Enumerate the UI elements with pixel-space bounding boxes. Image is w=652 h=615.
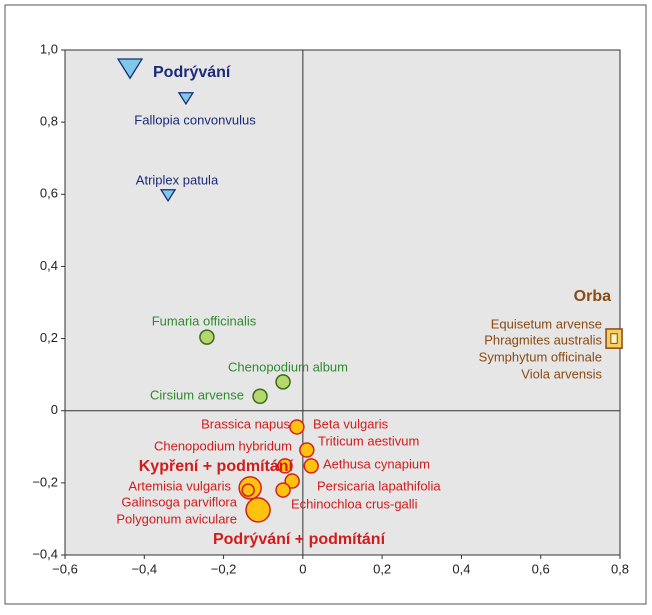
y-tick-label: 0,8 bbox=[40, 114, 58, 129]
y-tick-label: 0 bbox=[51, 402, 58, 417]
point bbox=[177, 92, 195, 106]
point-label: Persicaria lapathifolia bbox=[317, 478, 441, 493]
group-label: Podrývání bbox=[153, 64, 231, 81]
point-inner bbox=[610, 333, 618, 344]
point-label: Chenopodium hybridum bbox=[154, 438, 292, 453]
point-label: Aethusa cynapium bbox=[323, 456, 430, 471]
plot-area bbox=[64, 49, 621, 556]
point bbox=[284, 473, 300, 489]
point bbox=[241, 483, 255, 497]
point-label: Fallopia convonvulus bbox=[134, 112, 256, 127]
x-tick-label: 0,2 bbox=[373, 561, 391, 576]
point-label: Galinsoga parviflora bbox=[121, 494, 237, 509]
point bbox=[199, 329, 215, 345]
point bbox=[159, 189, 177, 203]
point-label: Equisetum arvense bbox=[491, 316, 602, 331]
x-tick-label: 0,6 bbox=[532, 561, 550, 576]
point-label: Brassica napus bbox=[201, 416, 290, 431]
point-label: Beta vulgaris bbox=[313, 416, 389, 431]
y-tick-label: 1,0 bbox=[40, 41, 58, 56]
x-tick-label: 0 bbox=[299, 561, 306, 576]
y-tick-label: 0,4 bbox=[40, 258, 58, 273]
y-tick-label: 0,2 bbox=[40, 330, 58, 345]
group-label: Podrývání + podmítání bbox=[213, 531, 386, 548]
point bbox=[275, 482, 291, 498]
point-label: Atriplex patula bbox=[136, 172, 219, 187]
x-tick-label: −0,6 bbox=[52, 561, 78, 576]
point-label: Symphytum officinale bbox=[479, 349, 602, 364]
x-tick-label: −0,2 bbox=[211, 561, 237, 576]
point-label: Artemisia vulgaris bbox=[128, 478, 231, 493]
point-label: Phragmites australis bbox=[484, 332, 602, 347]
group-label: Kypření + podmítání bbox=[139, 458, 294, 475]
point bbox=[252, 388, 268, 405]
y-tick-label: −0,2 bbox=[32, 474, 58, 489]
point-label: Polygonum aviculare bbox=[116, 511, 237, 526]
point-label: Triticum aestivum bbox=[318, 433, 419, 448]
group-label: Orba bbox=[574, 288, 611, 305]
x-tick-label: 0,8 bbox=[611, 561, 629, 576]
y-tick-label: 0,6 bbox=[40, 186, 58, 201]
point bbox=[116, 58, 144, 80]
point bbox=[299, 442, 315, 458]
point bbox=[275, 374, 291, 390]
point bbox=[277, 458, 293, 474]
x-tick-label: 0,4 bbox=[452, 561, 470, 576]
point-label: Viola arvensis bbox=[521, 366, 602, 381]
point bbox=[303, 458, 319, 474]
point bbox=[289, 419, 305, 435]
point bbox=[245, 497, 271, 523]
x-tick-label: −0,4 bbox=[131, 561, 157, 576]
y-tick-label: −0,4 bbox=[32, 546, 58, 561]
point-label: Cirsium arvense bbox=[150, 387, 244, 402]
point-label: Fumaria officinalis bbox=[152, 313, 257, 328]
point-label: Chenopodium album bbox=[228, 359, 348, 374]
point-label: Echinochloa crus-galli bbox=[291, 496, 418, 511]
